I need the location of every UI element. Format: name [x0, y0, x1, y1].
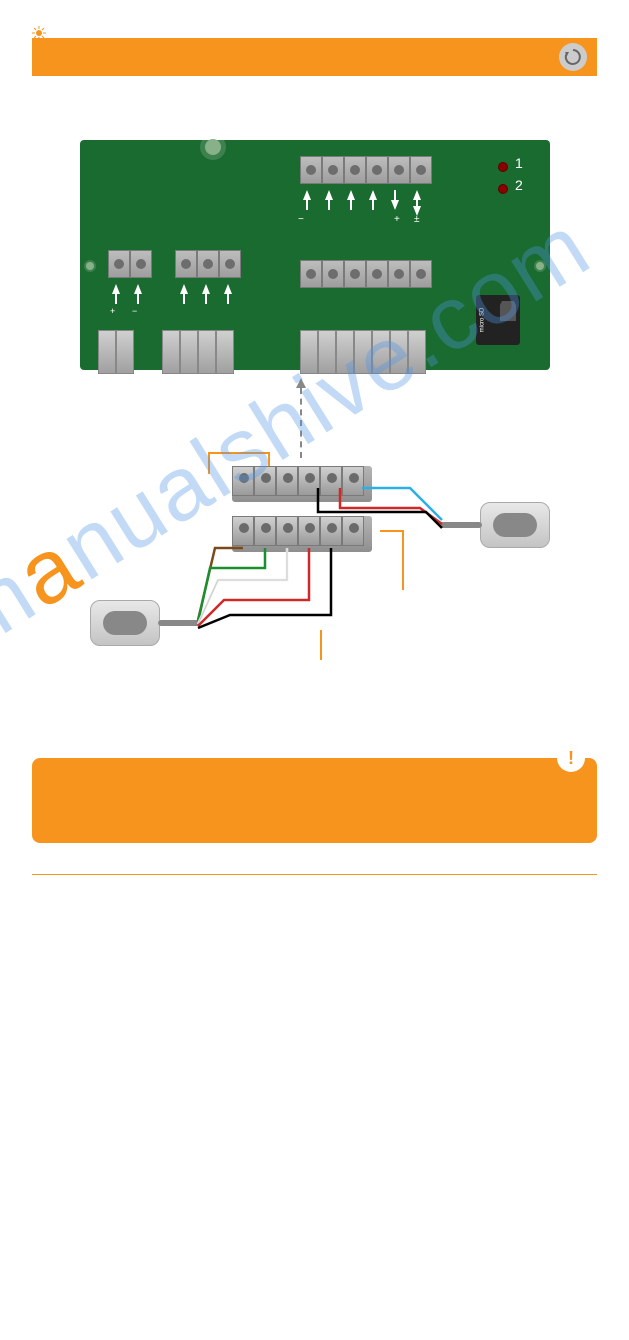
led-2 [498, 184, 508, 194]
pcb-cutout [200, 134, 226, 160]
cable-right [440, 522, 482, 528]
pcb-diagram: 1 2 − + ± + − micro SD [80, 140, 550, 370]
dashed-arrow [300, 388, 302, 458]
edge-block-1 [98, 330, 134, 374]
footer [32, 874, 597, 879]
terminal-mid-6 [300, 260, 432, 288]
edge-block-3 [300, 330, 426, 374]
refresh-icon [559, 43, 587, 71]
pcb-hole [84, 260, 96, 272]
callout-1h [208, 452, 268, 454]
terminal-top-6 [300, 156, 432, 184]
callout-2 [402, 530, 404, 590]
terminal-left-2 [108, 250, 152, 278]
header-bar [32, 38, 597, 76]
callout-1 [208, 452, 210, 474]
terminal-left-3-arrows [180, 284, 232, 294]
top-sign-minus: − [298, 214, 304, 225]
top-sign-pm: ± [414, 214, 420, 225]
led-1-label: 1 [515, 155, 523, 171]
terminal-left-3 [175, 250, 241, 278]
callout-3 [320, 630, 322, 660]
wiring-diagram [100, 460, 550, 690]
led-2-label: 2 [515, 177, 523, 193]
callout-1b [268, 452, 270, 466]
connector-bottom [232, 516, 372, 552]
callout-2h [380, 530, 404, 532]
left2-sign-plus: + [110, 306, 115, 316]
pcb-hole [534, 260, 546, 272]
reader-right [480, 502, 550, 548]
alert-icon: ! [557, 744, 585, 772]
left2-sign-minus: − [132, 306, 137, 316]
terminal-top-arrows [303, 190, 421, 200]
dashed-arrow-head-icon [296, 378, 306, 388]
micro-sd-label: micro SD [479, 308, 485, 333]
led-1 [498, 162, 508, 172]
micro-sd-slot: micro SD [476, 295, 520, 345]
note-box: ! [32, 758, 597, 843]
top-sign-plus: + [394, 214, 400, 225]
terminal-left-2-arrows [112, 284, 142, 294]
connector-top [232, 466, 372, 502]
edge-block-2 [162, 330, 234, 374]
cable-left [158, 620, 200, 626]
reader-left [90, 600, 160, 646]
